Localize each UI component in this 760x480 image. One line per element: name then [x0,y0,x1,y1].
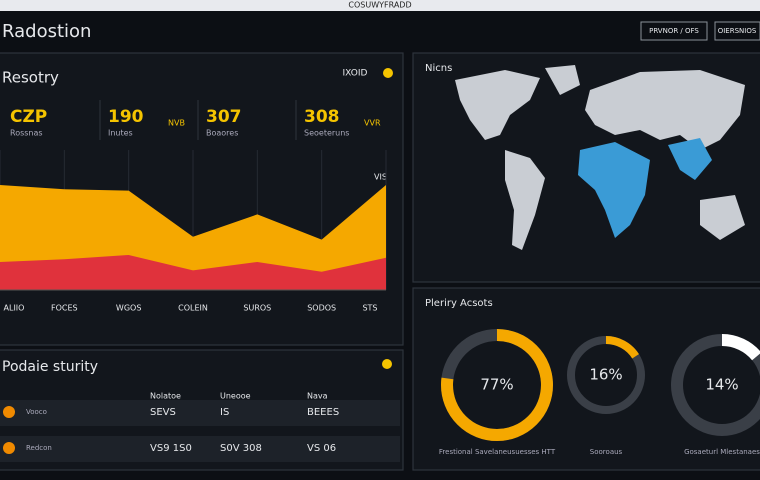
kpi-label: Rossnas [10,129,43,138]
row-icon [3,406,15,418]
column-header: Nolatoe [150,392,181,401]
donut-label: 14% [705,376,738,394]
kpi-value: 308 [304,107,340,127]
kpi-tag: VVR [364,119,381,128]
kpi-value: 190 [108,107,144,127]
donut-label: 16% [589,366,622,384]
cell: Redcon [26,444,52,452]
button[interactable] [714,21,760,41]
table-row [0,400,400,426]
row-icon [3,442,15,454]
x-tick-label: ALIIO [4,304,25,313]
panel-title: Podaie sturity [2,359,98,375]
table-row [0,436,400,462]
x-tick-label: SODOS [307,304,336,313]
top-text: COSUWYFRADD [348,1,411,10]
button[interactable] [640,21,708,41]
x-tick-label: SUROS [243,304,271,313]
donut-caption: Sooroaus [590,448,623,456]
donut-caption: Frestional Savelaneusuesses HTT [439,448,556,456]
panel-title: Resotry [2,69,59,87]
kpi-tag: NVB [168,119,185,128]
x-tick-label: COLEIN [178,304,208,313]
app-title: Radostion [2,21,91,42]
corner-label: VIS [374,173,387,182]
column-header: Nava [307,392,328,401]
donut-arc [671,334,760,436]
kpi-value: CZP [10,107,47,127]
cell: SEVS [150,407,176,418]
world-map [455,65,745,250]
assets-panel [412,287,760,471]
kpi-label: Seoeteruns [304,129,349,138]
area [0,255,386,290]
kpi-label: Boaores [206,129,238,138]
donut-arc [567,336,645,414]
cell: BEEES [307,407,339,418]
donut-caption: Gosaeturl Mlestanaes [684,448,760,456]
x-tick-label: FOCES [51,304,78,313]
panel-title: Nicns [425,63,452,74]
x-tick-label: WGOS [116,304,141,313]
donut-label: 77% [480,376,513,394]
cell: S0V 308 [220,443,262,454]
kpi-label: Inutes [108,129,133,138]
button-label[interactable]: OIERSNIOS [718,27,757,35]
badge: IXOID [343,69,368,79]
status-dot [382,359,392,369]
kpi-value: 307 [206,107,242,127]
cell: Vooco [26,408,47,416]
column-header: Uneooe [220,392,251,401]
cell: VS9 1S0 [150,443,192,454]
x-tick-label: STS [362,304,377,313]
panel-title: Pleriry Acsots [425,298,493,309]
highlight-region [578,138,712,238]
button-label[interactable]: PRVNOR / OFS [649,27,699,35]
cell: IS [220,407,229,418]
donut-arc [441,329,553,441]
top-bar [0,0,760,11]
cell: VS 06 [307,443,336,454]
status-dot [383,68,393,78]
